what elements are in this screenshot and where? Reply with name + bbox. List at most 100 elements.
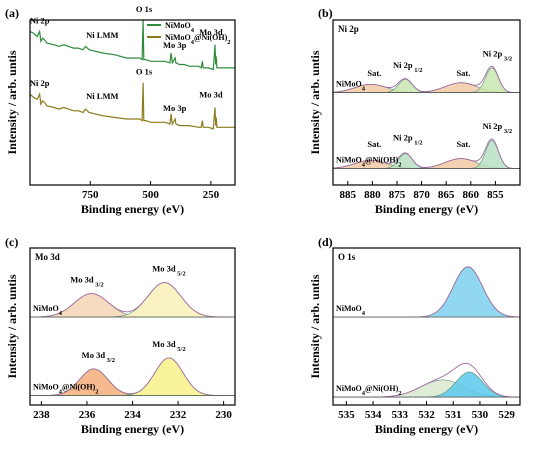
subscript-text: 2: [398, 161, 401, 168]
survey-series-line: [29, 19, 235, 71]
x-tick-label: 875: [389, 189, 406, 201]
label-text: NiMoO: [165, 33, 191, 42]
x-tick-label: 238: [33, 409, 50, 421]
y-axis-label: Intensity / arb. untis: [5, 274, 19, 378]
x-tick-label: 535: [338, 409, 355, 421]
x-tick-label: 860: [463, 189, 480, 201]
subscript-text: 2: [95, 388, 98, 395]
subscript-text: 1/2: [413, 66, 423, 73]
x-tick-label: 532: [418, 409, 435, 421]
y-axis-label: Intensity / arb. untis: [308, 274, 322, 378]
label-text: Mo 3d: [82, 350, 106, 360]
peak-annotation: Ni 2p 1/2: [393, 132, 423, 146]
panel-b: (b) Intensity / arb. untis Binding energy …: [308, 6, 521, 216]
spectrum-trace: NiMoO4: [29, 282, 235, 318]
label-text: NiMoO: [33, 304, 59, 313]
peak-annotation: Sat.: [367, 68, 381, 78]
x-axis-label: Binding energy (eV): [81, 422, 184, 436]
x-tick-label: 750: [82, 189, 99, 201]
panel-title: O 1s: [338, 252, 356, 262]
label-text: Sat.: [367, 68, 381, 78]
spectrum-trace: NiMoO4: [333, 266, 521, 318]
survey-series-line: [29, 82, 235, 130]
x-axis-label: Binding energy (eV): [375, 422, 478, 436]
x-tick-label: 865: [438, 189, 455, 201]
panel-label: (c): [5, 235, 18, 249]
x-tick-label: 500: [142, 189, 159, 201]
x-tick-label: 529: [498, 409, 515, 421]
plot-frame: [332, 247, 521, 406]
subscript-text: 4: [191, 27, 195, 34]
sample-label: NiMoO4@Ni(OH)2: [33, 383, 99, 396]
sample-label: NiMoO4@Ni(OH)2: [336, 156, 402, 169]
subscript-text: 2: [398, 390, 401, 397]
x-tick-label: 870: [413, 189, 430, 201]
envelope-line: [333, 65, 520, 94]
x-tick-label: 234: [124, 409, 141, 421]
subscript-text: 4: [191, 39, 195, 46]
x-tick-label: 230: [215, 409, 232, 421]
peak-annotation: Mo 3d 5/2: [152, 264, 185, 278]
x-tick-label: 534: [365, 409, 382, 421]
spectrum-trace: NiMoO4@Ni(OH)2: [332, 138, 520, 169]
peak-annotation: Mo 3d: [199, 27, 223, 37]
label-text: Ni 2p: [483, 48, 503, 58]
subscript-text: 3/2: [94, 281, 104, 288]
x-tick-label: 250: [203, 189, 220, 201]
label-text: Mo 3d: [152, 339, 176, 349]
subscript-text: 3/2: [105, 356, 115, 363]
spectrum-trace: NiMoO4@Ni(OH)2: [333, 362, 520, 398]
legend-entry: NiMoO4: [165, 21, 195, 34]
x-axis-label: Binding energy (eV): [81, 202, 184, 216]
spectrum-trace: NiMoO4@Ni(OH)2: [30, 357, 235, 397]
label-text: Sat.: [456, 68, 470, 78]
label-text: NiMoO: [336, 304, 362, 313]
spectrum-trace: NiMoO4: [332, 65, 520, 94]
sample-label: NiMoO4@Ni(OH)2: [336, 384, 402, 397]
legend-entry: NiMoO4@Ni(OH)2: [165, 33, 231, 46]
panel-c: (c) Intensity / arb. untis Binding energy …: [5, 235, 236, 436]
subscript-text: 2: [227, 39, 230, 46]
panel-label: (b): [318, 6, 333, 20]
label-text: NiMoO: [336, 80, 362, 89]
peak-annotation: Ni 2p 3/2: [483, 48, 513, 62]
panel-title: Mo 3d: [35, 252, 60, 262]
subscript-text: 5/2: [176, 345, 186, 352]
label-text: @Ni(OH): [62, 383, 96, 392]
peak-annotation: Ni 2p 3/2: [483, 121, 513, 135]
x-axis-label: Binding energy (eV): [375, 202, 478, 216]
label-text: NiMoO: [336, 156, 362, 165]
panel-a: (a) Intensity / arb. untis Binding energy …: [5, 4, 236, 216]
x-tick-label: 236: [79, 409, 96, 421]
label-text: Sat.: [367, 139, 381, 149]
peak-annotation: Mo 3p: [163, 103, 187, 113]
subscript-text: 4: [59, 310, 63, 317]
peak-annotation: O 1s: [136, 66, 153, 76]
y-axis-label: Intensity / arb. untis: [308, 50, 322, 154]
x-tick-label: 533: [392, 409, 409, 421]
sample-label: NiMoO4: [33, 304, 63, 317]
peak-annotation: Mo 3d 5/2: [152, 339, 185, 353]
subscript-text: 4: [59, 388, 63, 395]
label-text: Ni 2p: [393, 132, 413, 142]
label-text: @Ni(OH): [194, 33, 228, 42]
panel-title: Ni 2p: [338, 24, 359, 34]
peak-annotation: Mo 3d 3/2: [82, 350, 115, 364]
x-tick-label: 855: [487, 189, 504, 201]
subscript-text: 4: [362, 390, 366, 397]
sample-label: NiMoO4: [336, 80, 366, 93]
label-text: Ni 2p: [393, 60, 413, 70]
label-text: NiMoO: [336, 384, 362, 393]
label-text: NiMoO: [165, 21, 191, 30]
subscript-text: 4: [362, 310, 366, 317]
peak-annotation: O 1s: [136, 4, 153, 14]
peak-annotation: Mo 3d 3/2: [70, 275, 103, 289]
panel-label: (a): [5, 6, 19, 20]
plot-frame: [29, 19, 236, 186]
subscript-text: 5/2: [176, 270, 186, 277]
envelope-line: [333, 138, 520, 169]
label-text: Mo 3d: [70, 275, 94, 285]
